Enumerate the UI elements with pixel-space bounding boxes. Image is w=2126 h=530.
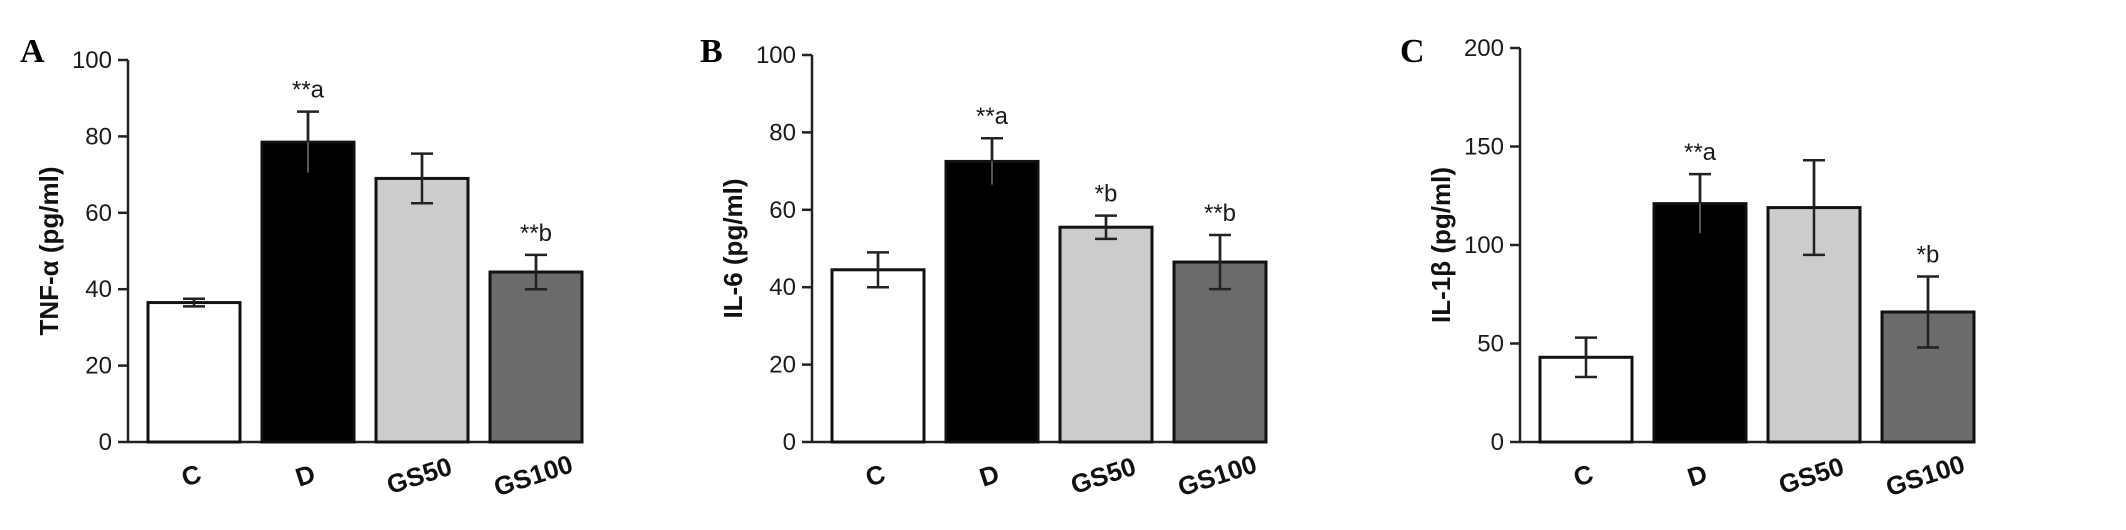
x-tick-label: C	[178, 458, 205, 492]
panel-letter: B	[700, 33, 723, 70]
x-tick-label: C	[862, 458, 889, 492]
y-tick-label: 0	[99, 429, 112, 456]
bar-d	[260, 140, 356, 444]
y-tick-label: 40	[769, 274, 796, 301]
bar-c	[830, 268, 926, 444]
y-tick-label: 20	[769, 352, 796, 379]
y-tick-label: 80	[769, 119, 796, 146]
chart-panel-b: B 0 20 40 60 80 100 IL-6 (pg/ml) C **a D *b GS50 **b G…	[700, 33, 1268, 503]
y-axis-label: IL-1β (pg/ml)	[1426, 167, 1456, 323]
x-tick-label: GS50	[1067, 451, 1140, 500]
y-axis-label: IL-6 (pg/ml)	[718, 178, 748, 318]
significance-label: *b	[1095, 181, 1118, 208]
bar-d	[1652, 202, 1748, 444]
y-tick-label: 20	[85, 353, 112, 380]
panel-letter: C	[1400, 33, 1425, 70]
significance-label: **a	[976, 103, 1009, 130]
x-tick-label: GS100	[490, 449, 576, 503]
significance-label: **a	[292, 77, 325, 104]
x-tick-label: D	[1684, 458, 1711, 492]
bar-gs100	[1172, 260, 1268, 444]
y-tick-label: 200	[1464, 35, 1504, 62]
significance-label: **b	[1204, 200, 1236, 227]
y-tick-label: 150	[1464, 134, 1504, 161]
x-tick-label: GS50	[1775, 451, 1848, 500]
y-tick-label: 100	[72, 47, 112, 74]
y-tick-label: 0	[1491, 429, 1504, 456]
x-tick-label: GS100	[1174, 449, 1260, 503]
x-tick-label: D	[976, 458, 1003, 492]
y-tick-label: 100	[1464, 232, 1504, 259]
x-tick-label: GS100	[1882, 449, 1968, 503]
y-tick-label: 60	[85, 200, 112, 227]
y-tick-label: 60	[769, 197, 796, 224]
x-tick-label: GS50	[383, 451, 456, 500]
significance-label: **b	[520, 220, 552, 247]
y-tick-label: 80	[85, 123, 112, 150]
x-tick-label: D	[292, 458, 319, 492]
bar-d	[944, 159, 1040, 444]
bar-gs50	[374, 176, 470, 444]
bar-gs50	[1058, 225, 1154, 444]
panel-letter: A	[20, 33, 45, 70]
x-tick-label: C	[1570, 458, 1597, 492]
bar-gs100	[488, 270, 584, 444]
chart-panel-c: C 0 50 100 150 200 IL-1β (pg/ml) C **a D GS50 *b GS1…	[1400, 33, 1976, 503]
y-tick-label: 100	[756, 42, 796, 69]
significance-label: **a	[1684, 139, 1717, 166]
chart-panel-a: A 0 20 40 60 80 100 TNF-α (pg/ml) C **a D GS50 **b GS…	[20, 33, 584, 503]
y-tick-label: 50	[1477, 331, 1504, 358]
bar-c	[146, 301, 242, 444]
y-tick-label: 0	[783, 429, 796, 456]
significance-label: *b	[1917, 242, 1940, 269]
y-tick-label: 40	[85, 276, 112, 303]
y-axis-label: TNF-α (pg/ml)	[34, 166, 64, 335]
